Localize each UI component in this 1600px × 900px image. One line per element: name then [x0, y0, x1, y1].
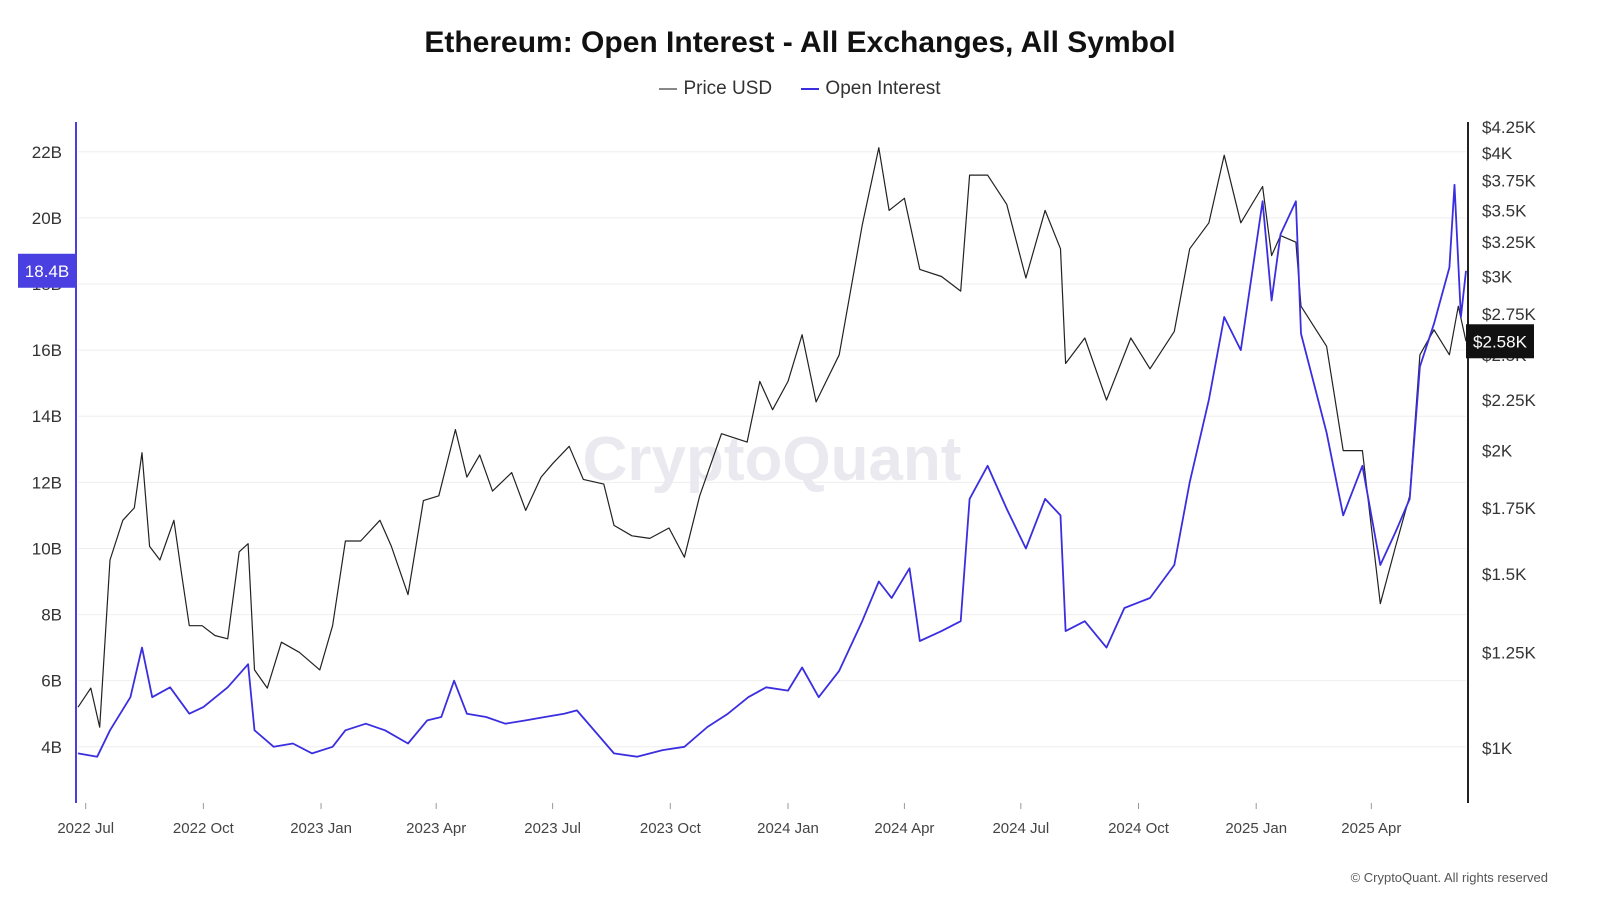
series-line-price-usd [77, 147, 1467, 728]
x-tick-label: 2022 Oct [173, 820, 235, 837]
watermark: CryptoQuant [583, 425, 962, 494]
series-line-open-interest [77, 183, 1467, 758]
current-oi-badge [18, 253, 76, 288]
right-axis: $1K$1.25K$1.5K$1.75K$2K$2.25K$2.5K$2.75K… [1467, 118, 1537, 803]
x-tick-label: 2024 Jul [992, 820, 1049, 837]
right-tick-label: $2K [1482, 442, 1513, 461]
left-axis: 4B6B8B10B12B14B16B18B20B22B [32, 122, 77, 803]
right-tick-label: $1.5K [1482, 565, 1527, 584]
right-tick-label: $3.5K [1482, 201, 1527, 220]
left-tick-label: 4B [41, 738, 62, 757]
x-tick-label: 2022 Jul [57, 820, 114, 837]
right-tick-label: $4K [1482, 144, 1513, 163]
copyright: © CryptoQuant. All rights reserved [1350, 870, 1548, 885]
current-oi-label: 18.4B [25, 262, 69, 281]
left-tick-label: 22B [32, 143, 62, 162]
x-tick-label: 2023 Apr [406, 820, 466, 837]
legend-item-open-interest[interactable]: Open Interest [801, 78, 941, 100]
x-tick-label: 2023 Oct [640, 820, 702, 837]
right-tick-label: $3.25K [1482, 233, 1537, 252]
right-tick-label: $3.75K [1482, 172, 1537, 191]
current-value-markers: 18.4B $2.58K [18, 253, 1534, 359]
x-tick-label: 2025 Apr [1341, 820, 1401, 837]
x-tick-label: 2024 Oct [1108, 820, 1170, 837]
right-tick-label: $3K [1482, 268, 1513, 287]
right-tick-label: $1K [1482, 739, 1513, 758]
left-tick-label: 14B [32, 407, 62, 426]
left-tick-label: 8B [41, 606, 62, 625]
x-tick-label: 2023 Jul [524, 820, 581, 837]
chart-title: Ethereum: Open Interest - All Exchanges,… [424, 26, 1176, 59]
right-tick-label: $2.25K [1482, 391, 1537, 410]
left-tick-label: 10B [32, 539, 62, 558]
left-tick-label: 12B [32, 473, 62, 492]
right-tick-label: $2.75K [1482, 305, 1537, 324]
series-layer [77, 147, 1467, 758]
x-tick-label: 2025 Jan [1225, 820, 1287, 837]
right-tick-label: $1.25K [1482, 643, 1537, 662]
current-price-label: $2.58K [1473, 332, 1528, 351]
legend-label-price: Price USD [683, 78, 773, 99]
legend-swatch-price [659, 87, 678, 90]
legend: Price USD Open Interest [0, 78, 1600, 100]
left-tick-label: 20B [32, 209, 62, 228]
legend-label-open-interest: Open Interest [825, 78, 941, 99]
grid [78, 151, 1466, 748]
x-axis: 2022 Jul 2022 Oct 2023 Jan 2023 Apr 2023 Jul… [57, 803, 1401, 837]
x-tick-label: 2024 Jan [757, 820, 819, 837]
x-tick-label: 2023 Jan [290, 820, 352, 837]
left-tick-label: 16B [32, 341, 62, 360]
right-tick-label: $4.25K [1482, 118, 1537, 137]
legend-item-price[interactable]: Price USD [659, 78, 772, 100]
x-tick-label: 2024 Apr [874, 820, 934, 837]
left-tick-label: 6B [41, 672, 62, 691]
right-tick-label: $1.75K [1482, 499, 1537, 518]
legend-swatch-open-interest [801, 87, 820, 90]
current-price-badge [1466, 324, 1534, 359]
